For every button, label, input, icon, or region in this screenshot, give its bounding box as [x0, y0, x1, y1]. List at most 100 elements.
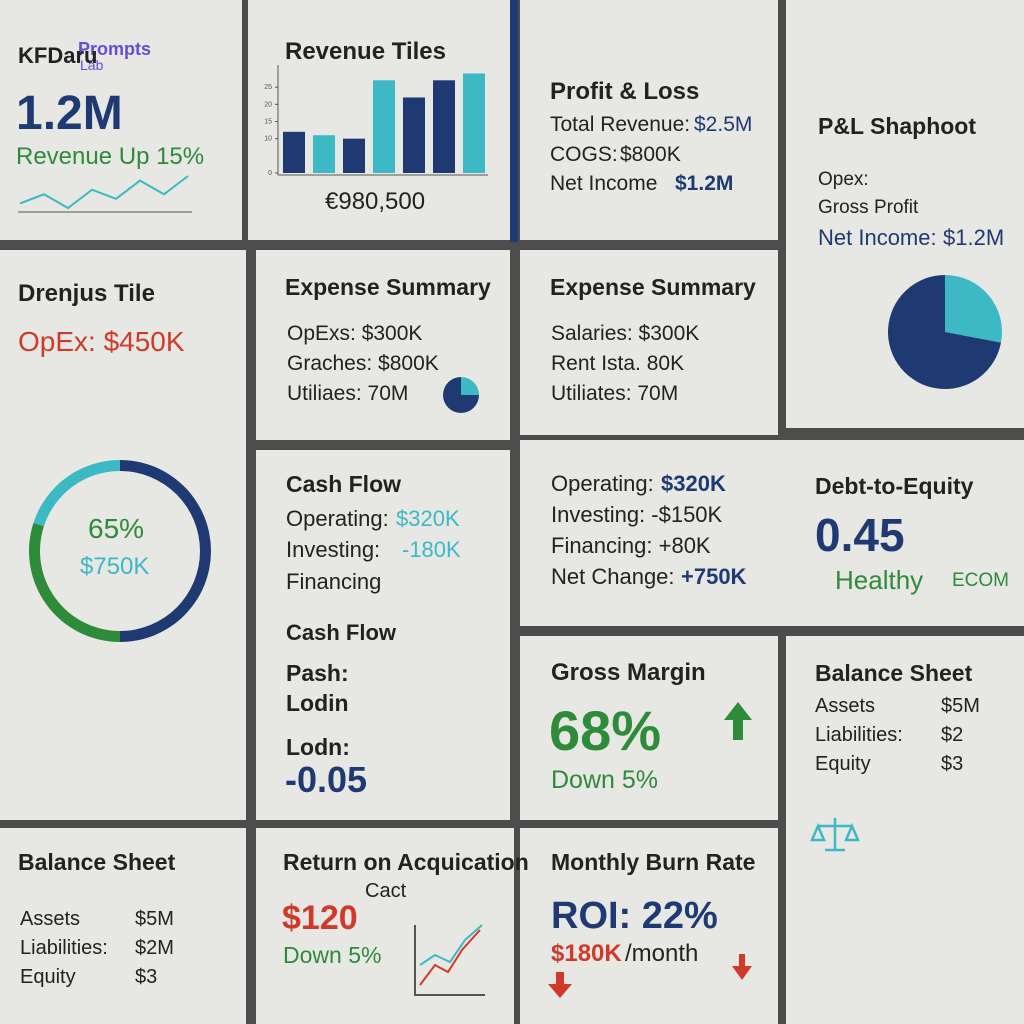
row-value: $2: [941, 724, 964, 746]
row: Utiliaes: 70M: [287, 382, 409, 405]
line: Lodn:: [286, 734, 350, 760]
logo: Lab: [80, 57, 104, 73]
line: Gross Profit: [818, 197, 919, 218]
pie-slice: [887, 275, 1001, 389]
bar: [463, 73, 485, 173]
pie-slice: [33, 460, 120, 527]
value: ROI: 22%: [551, 895, 718, 937]
delta: Down 5%: [283, 942, 382, 968]
title: Monthly Burn Rate: [551, 849, 756, 875]
row-label: Investing:: [286, 537, 381, 562]
value: OpEx: $450K: [18, 326, 185, 357]
row-value: $1.2M: [943, 225, 1005, 250]
row-value: $320K: [396, 506, 460, 531]
pie-slice: [443, 377, 479, 413]
tile: [0, 0, 242, 240]
row-value: $2M: [135, 937, 174, 959]
row-label: Net Income:: [818, 225, 937, 250]
title: Expense Summary: [550, 274, 756, 300]
title: KFDaru: [18, 43, 98, 68]
accent-bar: [510, 0, 518, 242]
tag: ECOM: [952, 570, 1009, 591]
value: €980,500: [325, 188, 426, 215]
row-value: $5M: [941, 695, 980, 717]
kpi-value: 1.2M: [16, 87, 123, 140]
line: Opex:: [818, 169, 869, 190]
title: Gross Margin: [551, 659, 706, 686]
title: Debt-to-Equity: [815, 473, 974, 499]
row-label: Equity: [20, 966, 76, 988]
row-label: COGS:: [550, 143, 618, 166]
bar: [343, 138, 365, 173]
row-label: Equity: [815, 753, 871, 775]
row-value: $3: [135, 966, 158, 988]
row-label: Total Revenue:: [550, 113, 691, 136]
line: Lodin: [286, 690, 349, 716]
row-value: $320K: [661, 471, 726, 496]
line: Pash:: [286, 660, 349, 686]
scale-icon: [810, 818, 860, 852]
pie-slice: [120, 460, 211, 642]
logo: Prompts: [78, 39, 152, 59]
y-tick-label: 10: [264, 136, 272, 143]
row-label: Liabilities:: [815, 724, 903, 746]
row-label: Financing: +80K: [551, 533, 711, 558]
row: Graches: $800K: [287, 352, 439, 375]
row: Salaries: $300K: [551, 322, 700, 345]
value: 0.45: [815, 509, 905, 561]
title: Return on Acquication: [283, 849, 529, 875]
value: $180K: [551, 940, 622, 967]
pie-slice: [29, 522, 120, 642]
tile: [786, 636, 1024, 1024]
y-tick-label: 15: [264, 119, 272, 126]
ring-label: 65%: [88, 513, 145, 544]
delta: Down 5%: [551, 766, 658, 794]
down-arrow: [548, 954, 752, 998]
value: $120: [282, 899, 358, 937]
row-label: Net Change:: [551, 564, 675, 589]
row-label: Net Income: [550, 172, 658, 195]
ring-label: $750K: [80, 553, 150, 580]
row-label: Financing: [286, 569, 382, 594]
tile: [520, 0, 778, 240]
title: P&L Shaphoot: [818, 113, 977, 139]
bar: [433, 80, 455, 173]
title: Balance Sheet: [18, 849, 176, 875]
tile: [520, 440, 1024, 626]
y-tick-label: 25: [264, 84, 272, 91]
row-label: Liabilities:: [20, 937, 108, 959]
row-value: $2.5M: [694, 113, 753, 136]
sparkline: [19, 175, 189, 210]
title: Cash Flow: [286, 471, 402, 497]
row-label: Operating:: [551, 471, 654, 496]
subtitle: Cact: [365, 880, 407, 902]
row-label: Assets: [20, 908, 81, 930]
row-value: $1.2M: [675, 172, 734, 195]
row-label: Assets: [815, 695, 876, 717]
y-tick-label: 20: [264, 101, 272, 108]
title: Balance Sheet: [815, 660, 973, 686]
status: Healthy: [835, 565, 924, 595]
up-arrow: [724, 702, 752, 740]
bar: [403, 97, 425, 173]
unit: /month: [625, 940, 699, 967]
title: Profit & Loss: [550, 78, 700, 105]
tile: [256, 828, 514, 1024]
row-value: $5M: [135, 908, 174, 930]
title: Expense Summary: [285, 274, 491, 300]
bar: [313, 135, 335, 173]
tile: [0, 828, 246, 1024]
pie-slice: [461, 377, 479, 395]
title: Revenue Tiles: [285, 38, 446, 65]
row: Utiliates: 70M: [551, 382, 679, 405]
row-label: Investing: -$150K: [551, 502, 723, 527]
row-value: +750K: [681, 564, 747, 589]
bar: [373, 80, 395, 173]
value: 68%: [549, 699, 662, 762]
y-tick-label: 0: [268, 170, 272, 177]
tile: [256, 450, 510, 820]
value: -0.05: [285, 759, 368, 800]
trend-icon: [414, 924, 485, 996]
row-value: $3: [941, 753, 964, 775]
